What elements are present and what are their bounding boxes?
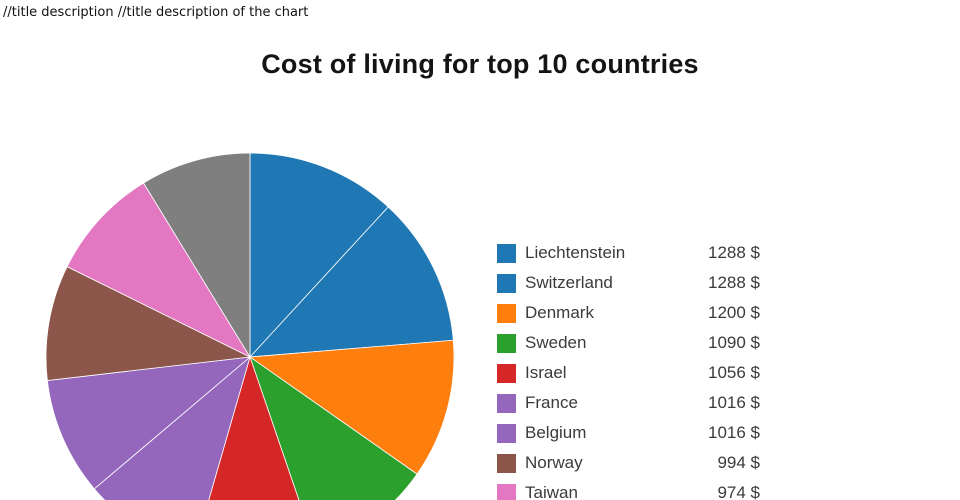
legend-value: 1288 $ [708, 243, 760, 262]
legend-value: 1016 $ [708, 393, 760, 412]
legend-label: Sweden [525, 333, 587, 352]
pie-slice-france [93, 355, 251, 500]
legend-item: Belgium 1016 $ [497, 418, 760, 448]
legend-swatch [497, 273, 516, 293]
legend-value: 1056 $ [708, 363, 760, 382]
legend-item: Sweden 1090 $ [497, 328, 760, 358]
legend-item: Liechtenstein 1288 $ [497, 238, 760, 268]
legend-swatch [497, 453, 516, 473]
pie-slice-norway [45, 266, 252, 381]
legend-item: Denmark 1200 $ [497, 298, 760, 328]
legend-label: France [525, 393, 578, 412]
legend-swatch [497, 363, 516, 383]
legend-item: France 1016 $ [497, 388, 760, 418]
legend-label: Israel [525, 363, 567, 382]
legend-label: Belgium [525, 423, 587, 442]
legend-label: Denmark [525, 303, 594, 322]
legend-item: Taiwan 974 $ [497, 478, 760, 500]
legend-value: 1016 $ [708, 423, 760, 442]
legend-swatch [497, 333, 516, 353]
pie-slice-taiwan [66, 182, 252, 358]
pie-slice-belgium [46, 356, 252, 490]
legend-item: Norway 994 $ [497, 448, 760, 478]
legend-value: 974 $ [717, 483, 760, 500]
pie-chart [45, 152, 455, 500]
legend-value: 1090 $ [708, 333, 760, 352]
legend-label: Taiwan [525, 483, 578, 500]
legend-swatch [497, 393, 516, 413]
legend: Liechtenstein 1288 $ Switzerland 1288 $ Denm… [497, 238, 760, 500]
pie-slice-switzerland [249, 206, 454, 358]
legend-value: 994 $ [717, 453, 760, 472]
legend-label: Liechtenstein [525, 243, 626, 262]
legend-value: 1200 $ [708, 303, 760, 322]
meta-note: //title description //title description … [3, 5, 309, 20]
pie-slice-liechtenstein [249, 152, 389, 359]
chart-title: Cost of living for top 10 countries [261, 49, 699, 79]
pie-slice-denmark [248, 339, 455, 475]
legend-swatch [497, 243, 516, 263]
legend-item: Switzerland 1288 $ [497, 268, 760, 298]
legend-value: 1288 $ [708, 273, 760, 292]
legend-swatch [497, 483, 516, 500]
legend-label: Switzerland [525, 273, 613, 292]
legend-label: Norway [525, 453, 583, 472]
legend-item: Israel 1056 $ [497, 358, 760, 388]
pie-slice-israel [208, 355, 300, 500]
pie-slice-sweden [249, 355, 418, 500]
pie-slice-unlabeled [142, 152, 251, 359]
legend-swatch [497, 303, 516, 323]
legend-swatch [497, 423, 516, 443]
